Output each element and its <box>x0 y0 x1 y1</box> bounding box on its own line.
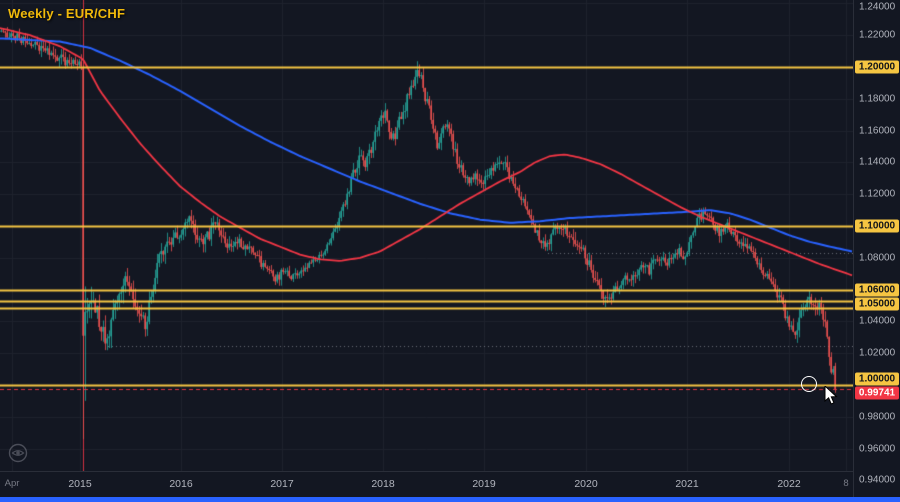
mouse-cursor-icon <box>824 386 838 405</box>
time-axis-label: 8 <box>843 478 849 489</box>
price-level-label: 1.05000 <box>855 297 899 311</box>
price-level-label: 1.06000 <box>855 283 899 297</box>
price-tick-label: 1.18000 <box>859 93 896 105</box>
chart-plot-canvas[interactable] <box>0 0 853 471</box>
circle-annotation[interactable] <box>801 376 817 392</box>
price-level-label: 1.00000 <box>855 372 899 386</box>
time-axis-label: 2022 <box>777 478 801 490</box>
price-tick-label: 1.24000 <box>859 1 896 13</box>
price-tick-label: 1.02000 <box>859 347 896 359</box>
price-tick-label: 1.22000 <box>859 29 896 41</box>
price-tick-label: 1.12000 <box>859 188 896 200</box>
eye-toggle-icon[interactable] <box>8 443 28 463</box>
time-axis-label: 2020 <box>574 478 598 490</box>
price-level-label: 1.10000 <box>855 219 899 233</box>
price-tick-label: 1.08000 <box>859 252 896 264</box>
price-tick-label: 0.96000 <box>859 443 896 455</box>
time-axis-label: 2021 <box>675 478 699 490</box>
price-tick-label: 1.14000 <box>859 156 896 168</box>
price-tick-label: 1.04000 <box>859 315 896 327</box>
time-axis-label: 2015 <box>68 478 92 490</box>
time-axis-label: 2018 <box>371 478 395 490</box>
time-axis-label: 2019 <box>472 478 496 490</box>
bottom-scrollbar <box>0 497 900 502</box>
price-tick-label: 1.16000 <box>859 125 896 137</box>
time-axis-label: Apr <box>4 478 20 489</box>
time-axis-label: 2017 <box>270 478 294 490</box>
price-tick-label: 0.94000 <box>859 474 896 486</box>
current-price-label: 0.99741 <box>855 386 899 400</box>
price-axis[interactable]: 1.24000 1.22000 1.18000 1.16000 1.14000 1.120… <box>853 0 900 502</box>
price-level-label: 1.20000 <box>855 60 899 74</box>
time-axis[interactable]: Apr 2015 2016 2017 2018 2019 2020 2021 2022 8 <box>0 471 853 498</box>
time-axis-label: 2016 <box>169 478 193 490</box>
price-tick-label: 0.98000 <box>859 411 896 423</box>
chart-title: Weekly - EUR/CHF <box>8 6 126 21</box>
